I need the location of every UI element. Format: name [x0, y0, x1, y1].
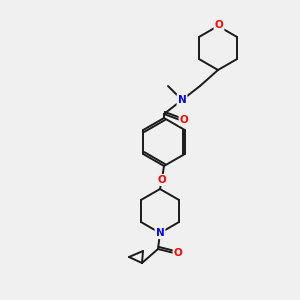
Text: O: O — [214, 20, 224, 31]
Text: O: O — [174, 248, 182, 258]
Text: O: O — [180, 115, 188, 125]
Text: N: N — [178, 95, 186, 105]
Text: N: N — [156, 228, 164, 238]
Text: O: O — [158, 175, 166, 185]
